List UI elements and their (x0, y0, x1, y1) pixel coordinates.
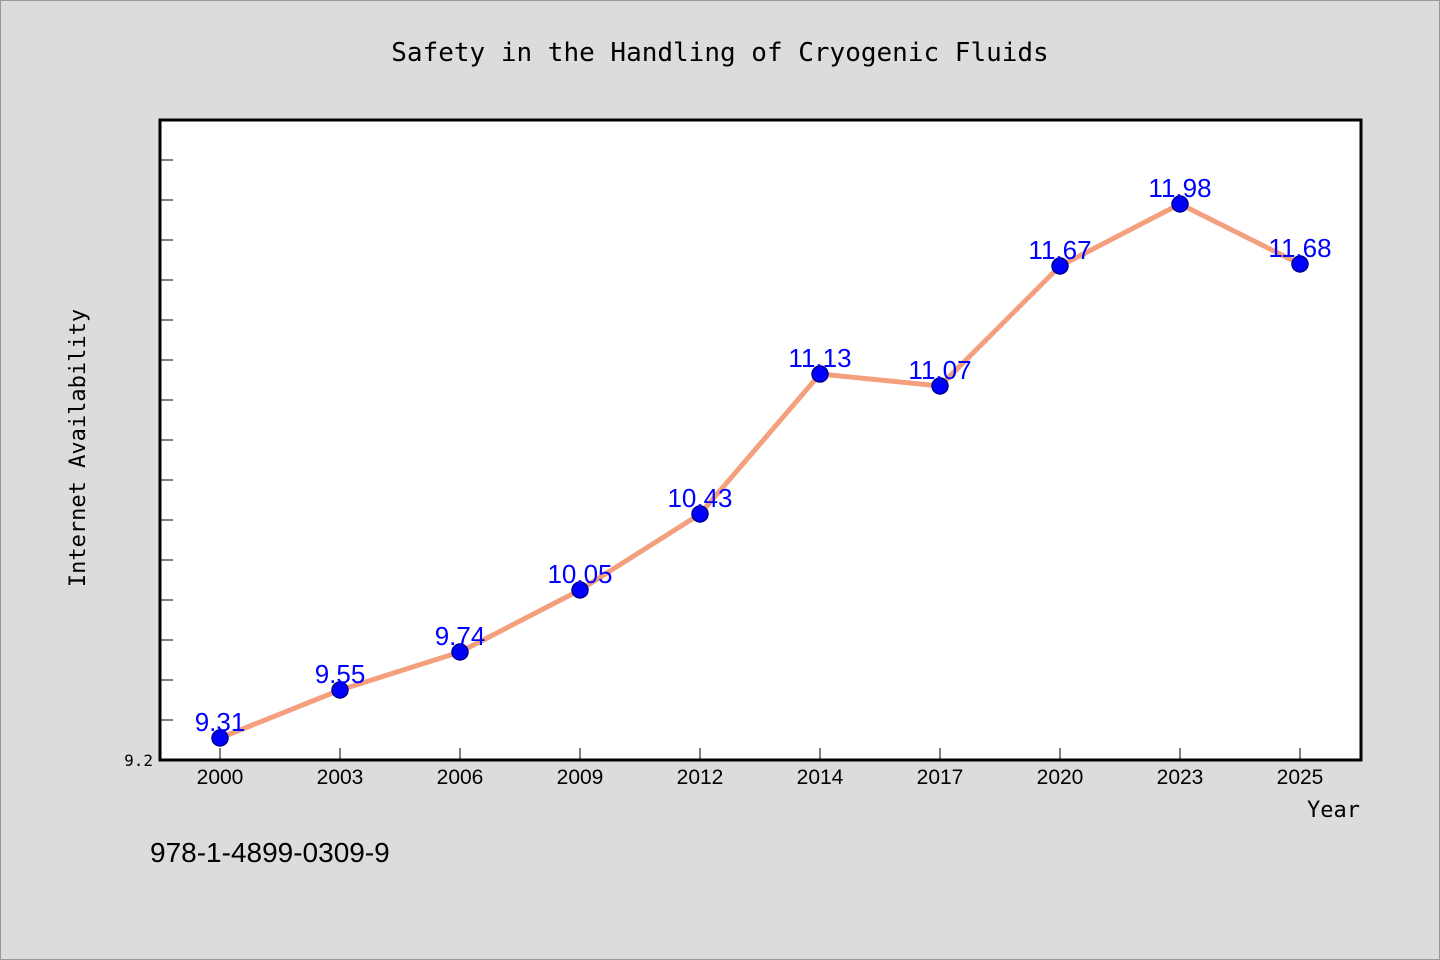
data-label: 9.55 (315, 659, 366, 689)
data-point (1291, 255, 1309, 273)
x-axis-ticks: 2000 2003 2006 2009 2012 2014 2017 2020 2023 2025 (197, 748, 1324, 789)
x-tick-label: 2006 (437, 766, 484, 789)
plot-area (158, 118, 1363, 762)
x-tick-label: 2003 (317, 766, 364, 789)
x-tick-label: 2017 (917, 766, 964, 789)
data-point (451, 643, 469, 661)
data-point (571, 581, 589, 599)
isbn-footnote: 978-1-4899-0309-9 (150, 837, 390, 868)
data-point (211, 729, 229, 747)
x-tick-label: 2000 (197, 766, 244, 789)
data-label: 9.74 (435, 621, 486, 651)
x-tick-label: 2012 (677, 766, 724, 789)
data-labels: 9.31 9.55 9.74 10.05 10.43 11.13 11.07 11.67 11.… (195, 173, 1332, 737)
series-line (217, 201, 1303, 741)
data-label: 10.43 (667, 483, 732, 513)
x-tick-label: 2014 (797, 766, 844, 789)
x-tick-label: 2009 (557, 766, 604, 789)
data-label: 10.05 (547, 559, 612, 589)
y-tick-label: 9.2 (124, 751, 153, 770)
data-point (811, 365, 829, 383)
data-label: 9.31 (195, 707, 246, 737)
data-point (331, 681, 349, 699)
data-point (931, 377, 949, 395)
x-tick-label: 2025 (1277, 766, 1324, 789)
data-label: 11.07 (908, 355, 971, 385)
x-axis-label: Year (1307, 798, 1360, 823)
y-axis-label: Internet Availability (66, 309, 91, 587)
y-axis-ticks: 9.2 (124, 159, 173, 770)
data-label: 11.13 (788, 343, 851, 373)
data-point (1051, 257, 1069, 275)
x-tick-label: 2020 (1037, 766, 1084, 789)
x-tick-label: 2023 (1157, 766, 1204, 789)
data-label: 11.67 (1028, 235, 1091, 265)
data-label: 11.98 (1148, 173, 1211, 203)
series-layer (211, 195, 1309, 747)
data-point (691, 505, 709, 523)
chart-title: Safety in the Handling of Cryogenic Flui… (391, 38, 1048, 68)
data-point (1171, 195, 1189, 213)
data-label: 11.68 (1268, 233, 1331, 263)
